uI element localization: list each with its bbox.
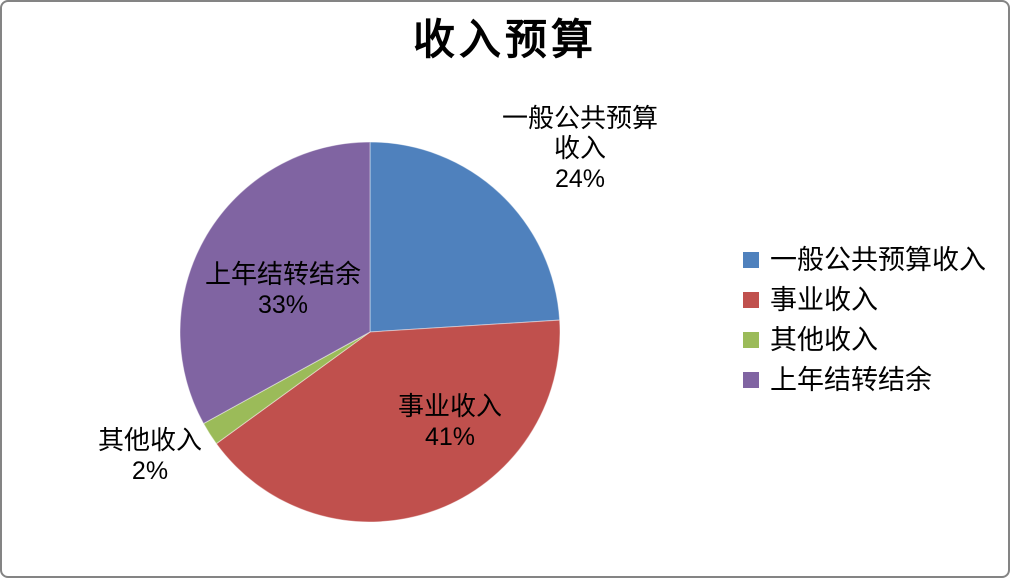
chart-legend: 一般公共预算收入 事业收入 其他收入 上年结转结余 [743,240,986,400]
slice-label-percent: 41% [424,423,476,451]
slice-label-general-public-budget-income: 一般公共预算 收入 24% [490,104,670,194]
legend-swatch [743,292,759,308]
slice-label-text: 事业收入 [397,392,502,422]
pie-slice-2 [215,319,560,522]
pie-chart [180,142,560,522]
slice-label-other-income: 其他收入 2% [70,426,230,486]
slice-label-percent: 24% [554,165,606,193]
legend-label: 事业收入 [770,284,878,316]
slice-label-text: 一般公共预算 [501,104,658,134]
slice-label-percent: 33% [257,291,309,319]
legend-item: 事业收入 [743,280,986,320]
legend-swatch [743,332,759,348]
legend-label: 一般公共预算收入 [770,244,986,276]
slice-label-text: 其他收入 [97,426,202,456]
legend-label: 上年结转结余 [770,364,932,396]
legend-item: 一般公共预算收入 [743,240,986,280]
pie-slice-1 [369,142,560,333]
slice-label-percent: 2% [131,457,169,485]
legend-item: 其他收入 [743,320,986,360]
chart-title: 收入预算 [412,15,597,64]
legend-item: 上年结转结余 [743,360,986,400]
pie-slice-4 [180,142,371,425]
slice-label-text: 收入 [553,134,606,164]
slice-label-carryover-balance: 上年结转结余 33% [193,260,373,320]
pie-slice-3 [202,331,371,445]
slice-label-business-income: 事业收入 41% [370,392,530,452]
legend-swatch [743,252,759,268]
slice-label-text: 上年结转结余 [204,260,361,290]
legend-swatch [743,372,759,388]
legend-label: 其他收入 [770,324,878,356]
